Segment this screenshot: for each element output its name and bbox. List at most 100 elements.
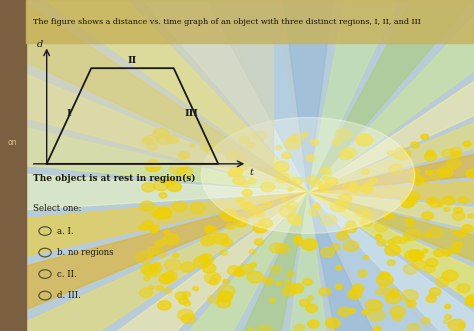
- Circle shape: [156, 134, 172, 145]
- Circle shape: [443, 169, 449, 174]
- Circle shape: [283, 280, 293, 287]
- Circle shape: [248, 143, 255, 147]
- Circle shape: [139, 288, 153, 298]
- Circle shape: [349, 309, 356, 313]
- Circle shape: [376, 274, 393, 286]
- Polygon shape: [308, 148, 474, 236]
- Circle shape: [221, 239, 232, 247]
- Circle shape: [448, 319, 465, 331]
- Polygon shape: [308, 0, 474, 192]
- Circle shape: [411, 168, 420, 174]
- Circle shape: [343, 182, 355, 190]
- Circle shape: [155, 240, 164, 247]
- Circle shape: [423, 249, 428, 253]
- Circle shape: [362, 310, 369, 314]
- Circle shape: [331, 244, 341, 251]
- Circle shape: [421, 318, 430, 324]
- Circle shape: [302, 132, 308, 136]
- Polygon shape: [0, 38, 308, 192]
- Circle shape: [427, 151, 433, 156]
- Circle shape: [308, 296, 314, 301]
- Circle shape: [422, 212, 433, 220]
- Circle shape: [306, 304, 318, 312]
- Circle shape: [241, 203, 251, 210]
- Circle shape: [144, 135, 158, 145]
- Circle shape: [426, 259, 438, 267]
- Circle shape: [330, 201, 346, 212]
- Circle shape: [420, 178, 429, 184]
- Circle shape: [263, 202, 271, 207]
- Circle shape: [156, 208, 172, 218]
- Circle shape: [173, 202, 187, 212]
- Text: b. no regions: b. no regions: [57, 248, 113, 257]
- Ellipse shape: [201, 118, 415, 233]
- Circle shape: [352, 226, 357, 230]
- Circle shape: [153, 262, 160, 267]
- Circle shape: [364, 182, 373, 188]
- Circle shape: [456, 153, 462, 157]
- Circle shape: [248, 178, 256, 184]
- Circle shape: [379, 272, 390, 279]
- Circle shape: [237, 198, 244, 203]
- Text: a. I.: a. I.: [57, 227, 73, 236]
- Circle shape: [363, 256, 369, 259]
- Circle shape: [300, 299, 310, 307]
- Circle shape: [149, 286, 154, 289]
- Circle shape: [152, 212, 158, 216]
- Circle shape: [181, 262, 195, 272]
- Circle shape: [184, 301, 191, 306]
- Circle shape: [154, 180, 168, 191]
- Polygon shape: [0, 192, 308, 331]
- Circle shape: [290, 284, 304, 293]
- Circle shape: [356, 134, 373, 146]
- Circle shape: [255, 239, 264, 245]
- Circle shape: [406, 217, 412, 222]
- Circle shape: [360, 184, 373, 193]
- Circle shape: [263, 277, 273, 284]
- Polygon shape: [0, 192, 308, 331]
- Circle shape: [256, 212, 264, 217]
- Circle shape: [218, 291, 233, 302]
- Circle shape: [306, 155, 315, 161]
- Circle shape: [425, 170, 432, 175]
- Bar: [26, 43, 273, 166]
- Circle shape: [190, 144, 195, 147]
- Circle shape: [401, 198, 414, 208]
- Circle shape: [429, 228, 442, 238]
- Polygon shape: [308, 192, 474, 331]
- Circle shape: [147, 247, 159, 255]
- Circle shape: [213, 233, 228, 244]
- Circle shape: [293, 236, 302, 242]
- Circle shape: [237, 161, 250, 170]
- Circle shape: [436, 277, 449, 287]
- Circle shape: [348, 289, 362, 299]
- Polygon shape: [0, 192, 308, 331]
- Circle shape: [293, 133, 304, 141]
- Circle shape: [275, 244, 290, 254]
- Circle shape: [444, 252, 450, 256]
- Circle shape: [350, 293, 356, 296]
- Polygon shape: [88, 0, 308, 192]
- Circle shape: [405, 250, 421, 261]
- Circle shape: [246, 145, 251, 149]
- Circle shape: [164, 177, 175, 186]
- Circle shape: [159, 193, 167, 198]
- Polygon shape: [308, 192, 474, 331]
- Circle shape: [319, 288, 331, 296]
- Circle shape: [164, 234, 179, 245]
- Circle shape: [182, 291, 191, 297]
- Circle shape: [421, 134, 428, 140]
- Circle shape: [147, 143, 157, 151]
- Polygon shape: [308, 0, 474, 192]
- Circle shape: [365, 300, 381, 311]
- Circle shape: [424, 232, 431, 237]
- Circle shape: [276, 173, 289, 182]
- Circle shape: [429, 169, 445, 180]
- Circle shape: [360, 218, 373, 227]
- Circle shape: [392, 237, 401, 243]
- Circle shape: [458, 323, 465, 328]
- Circle shape: [326, 177, 337, 186]
- Polygon shape: [308, 0, 474, 192]
- Circle shape: [179, 151, 190, 159]
- Circle shape: [177, 166, 193, 177]
